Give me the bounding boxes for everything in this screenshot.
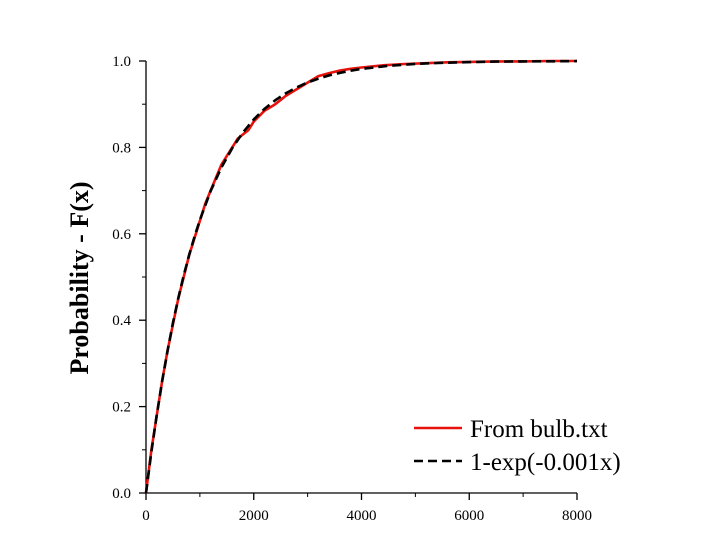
series-layer [144,59,578,494]
x-tick-label: 2000 [239,508,269,524]
x-tick-label: 4000 [347,508,377,524]
series-line-1 [144,59,577,494]
y-tick-label: 0.8 [112,140,131,156]
y-axis-title: Probability - F(x) [65,181,94,374]
legend-label-1: From bulb.txt [470,416,608,443]
x-axis-title: x [356,533,369,544]
y-tick-label: 1.0 [112,54,131,70]
x-tick-label: 0 [142,508,150,524]
y-tick-label: 0.4 [112,313,131,329]
series-line-2 [144,59,578,494]
legend-label-2: 1-exp(-0.001x) [470,449,621,476]
y-tick-label: 0.2 [112,400,131,416]
x-tick-label: 6000 [454,508,484,524]
legend: From bulb.txt 1-exp(-0.001x) [414,416,621,476]
x-tick-label: 8000 [562,508,592,524]
plot-axes: 0.0 0.2 0.4 0.6 0.8 1.0 0 2000 4000 6000 8000 [112,54,592,524]
y-tick-label: 0.6 [112,227,131,243]
y-tick-label: 0.0 [112,486,131,502]
